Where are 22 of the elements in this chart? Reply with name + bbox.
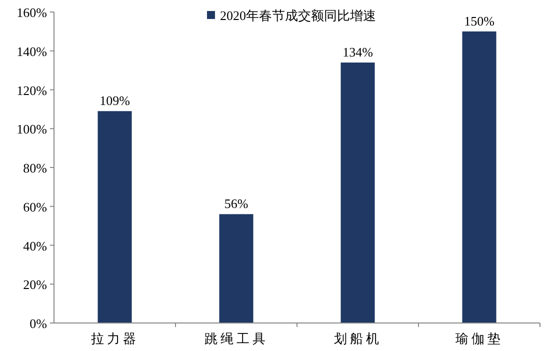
legend-label: 2020年春节成交额同比增速 — [220, 8, 376, 23]
y-tick-label: 120% — [16, 82, 48, 98]
y-tick-label: 60% — [23, 199, 48, 214]
x-tick-label: 拉力器 — [90, 331, 139, 346]
data-label: 109% — [100, 93, 130, 108]
y-tick-label: 0% — [30, 316, 48, 331]
bar — [340, 62, 375, 323]
data-label: 134% — [342, 44, 374, 60]
x-tick-label: 瑜伽垫 — [455, 331, 504, 346]
bar — [219, 214, 254, 323]
y-tick-label: 20% — [23, 277, 48, 292]
y-tick-label: 100% — [16, 122, 48, 137]
data-label: 150% — [464, 13, 495, 28]
data-label: 56% — [224, 196, 248, 212]
x-tick-label: 跳绳工具 — [204, 331, 268, 346]
y-tick-label: 40% — [23, 238, 48, 254]
y-tick-label: 160% — [16, 5, 48, 20]
x-tick-label: 划船机 — [334, 331, 382, 346]
bar — [462, 31, 496, 323]
bar — [98, 111, 132, 323]
y-tick-label: 80% — [23, 160, 48, 176]
y-tick-label: 140% — [16, 44, 48, 59]
